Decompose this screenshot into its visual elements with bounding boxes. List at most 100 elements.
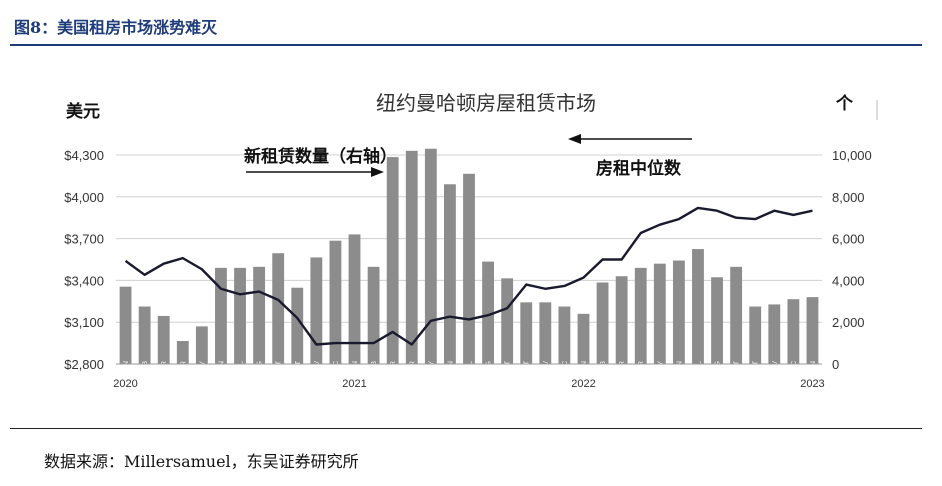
- month-label: DEC: [562, 361, 569, 376]
- figure-title: 图8：美国租房市场涨势难灭: [14, 18, 218, 37]
- year-labels: 2020 2021 2022 2023: [113, 378, 824, 390]
- bar: [444, 184, 456, 364]
- bar: [176, 341, 189, 364]
- month-label: AUG: [715, 361, 722, 376]
- month-label: FEB: [600, 361, 607, 375]
- bar: [596, 282, 609, 364]
- bar: [119, 286, 132, 364]
- left-axis-ticks: $4,300 $4,000 $3,700 $3,400 $3,100 $2,800: [64, 148, 104, 372]
- bar: [558, 306, 571, 364]
- bar: [577, 313, 590, 364]
- source-note: 数据来源：Millersamuel，东吴证券研究所: [44, 452, 359, 471]
- line-series: [116, 206, 822, 365]
- bar: [615, 276, 628, 364]
- annotation-new-leases: 新租赁数量（右轴）: [244, 146, 397, 167]
- bar: [749, 306, 762, 364]
- bar: [806, 297, 819, 364]
- bar: [272, 253, 285, 364]
- bar: [787, 299, 800, 364]
- month-label: JUN: [447, 361, 454, 375]
- month-label: AUG: [257, 361, 264, 376]
- bar: [253, 266, 266, 364]
- right-tick-label: 2,000: [832, 315, 865, 330]
- month-label: SEPT: [276, 360, 283, 379]
- top-rule: [10, 44, 922, 46]
- month-label: DEC: [791, 361, 798, 376]
- right-axis-ticks: 10,000 8,000 6,000 4,000 2,000 0: [832, 148, 872, 372]
- month-label: OCT: [524, 360, 531, 376]
- left-tick-label: $3,700: [64, 232, 104, 247]
- month-label: AUG: [486, 361, 493, 376]
- bar: [348, 234, 361, 364]
- year-label: 2022: [571, 378, 595, 390]
- left-tick-label: $3,100: [64, 315, 104, 330]
- bar: [730, 266, 743, 364]
- bar-series: [119, 148, 819, 364]
- bar: [367, 266, 380, 364]
- month-label: SEPT: [734, 360, 741, 379]
- bar: [711, 277, 723, 364]
- month-label: MAY: [657, 361, 664, 376]
- month-label: MAR: [161, 361, 168, 377]
- bar: [672, 260, 685, 364]
- bar: [157, 315, 170, 364]
- month-label: SEPT: [505, 360, 512, 379]
- year-label: 2020: [113, 378, 137, 390]
- bar: [386, 157, 399, 364]
- bar: [482, 261, 494, 364]
- month-label: MAR: [619, 361, 626, 377]
- bar: [291, 287, 304, 364]
- chart: 纽约曼哈顿房屋租赁市场 美元 个 JAN FEB MAR APR MAY JUN JUL AU…: [64, 91, 878, 390]
- bar: [634, 267, 647, 364]
- arrow-right-icon: [371, 167, 384, 177]
- right-tick-label: 10,000: [832, 148, 872, 163]
- right-tick-label: 8,000: [832, 190, 865, 205]
- month-label: JUN: [218, 361, 225, 375]
- annotation-median-rent: 房租中位数: [596, 158, 682, 179]
- chart-title: 纽约曼哈顿房屋租赁市场: [376, 91, 596, 115]
- right-axis-unit: 个: [835, 93, 854, 114]
- month-label: FEB: [142, 361, 149, 375]
- bar: [692, 249, 704, 364]
- bar: [424, 148, 437, 364]
- year-label: 2023: [800, 378, 824, 390]
- month-labels: JAN FEB MAR APR MAY JUN JUL AUG SEPT OCT NOV DEC JAN…: [123, 360, 817, 379]
- bar: [501, 278, 514, 364]
- month-label: JAN: [123, 361, 130, 374]
- month-label: APR: [409, 361, 416, 375]
- month-label: JUL: [238, 361, 245, 374]
- left-tick-label: $3,400: [64, 273, 104, 288]
- year-label: 2021: [342, 378, 366, 390]
- month-label: JAN: [352, 361, 359, 374]
- left-axis-unit: 美元: [66, 101, 100, 122]
- bar: [215, 267, 227, 364]
- bar: [653, 263, 666, 364]
- bar: [768, 304, 781, 364]
- bottom-rule: [10, 428, 922, 429]
- bar: [310, 257, 323, 364]
- month-label: OCT: [295, 360, 302, 376]
- month-label: MAY: [428, 361, 435, 376]
- bar: [138, 306, 151, 364]
- bar: [520, 302, 533, 364]
- month-label: MAR: [390, 361, 397, 377]
- median-rent-line: [124, 206, 813, 346]
- month-label: NOV: [772, 361, 779, 377]
- month-label: OCT: [753, 360, 760, 376]
- month-label: APR: [638, 361, 645, 375]
- month-label: NOV: [314, 361, 321, 377]
- left-tick-label: $2,800: [64, 357, 104, 372]
- arrow-left-icon: [568, 134, 581, 144]
- bar: [539, 302, 552, 364]
- right-tick-label: 0: [832, 357, 839, 372]
- month-label: NOV: [543, 361, 550, 377]
- bar: [195, 326, 208, 364]
- annotations: 新租赁数量（右轴） 房租中位数: [244, 134, 692, 179]
- left-tick-label: $4,300: [64, 148, 104, 163]
- right-tick-label: 6,000: [832, 232, 865, 247]
- month-label: JUN: [676, 361, 683, 375]
- month-label: JAN: [581, 361, 588, 374]
- month-label: FEB: [371, 361, 378, 375]
- month-label: APR: [180, 361, 187, 375]
- month-label: MAY: [199, 361, 206, 376]
